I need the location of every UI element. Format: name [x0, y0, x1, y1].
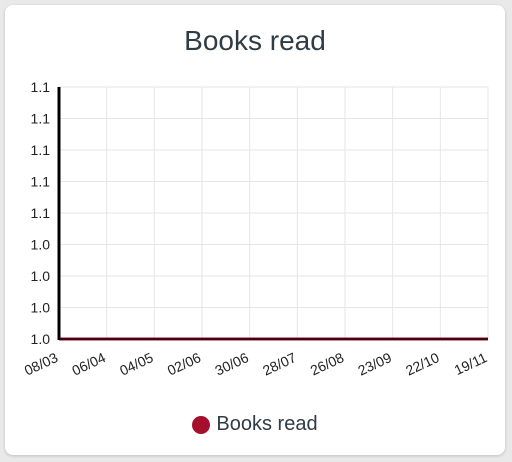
grid	[58, 86, 489, 340]
x-tick-label: 02/06	[165, 349, 204, 378]
x-tick-label: 19/11	[452, 349, 490, 378]
y-tick-labels: 1.0 1.0 1.0 1.0 1.1 1.1 1.1 1.1 1.1	[31, 79, 51, 347]
x-tick-label: 23/09	[355, 349, 394, 378]
y-tick-label: 1.0	[31, 237, 51, 253]
legend-swatch	[192, 415, 211, 434]
legend-label: Books read	[216, 413, 318, 435]
axes	[57, 87, 488, 340]
x-tick-label: 30/06	[212, 349, 251, 378]
chart-plot: 1.0 1.0 1.0 1.0 1.1 1.1 1.1 1.1 1.1 08/03 06/04 04…	[22, 79, 490, 379]
y-tick-label: 1.1	[31, 142, 51, 158]
chart-title: Books read	[184, 25, 326, 56]
x-tick-labels: 08/03 06/04 04/05 02/06 30/06 28/07 26/08 23/09…	[22, 349, 490, 378]
y-tick-label: 1.0	[31, 300, 51, 316]
x-tick-label: 22/10	[403, 349, 442, 378]
y-tick-label: 1.1	[31, 111, 51, 127]
x-tick-label: 08/03	[22, 349, 61, 378]
x-tick-label: 26/08	[308, 349, 347, 378]
x-tick-label: 06/04	[69, 349, 108, 378]
y-tick-label: 1.1	[31, 205, 51, 221]
x-tick-label: 04/05	[117, 349, 156, 378]
y-tick-label: 1.0	[31, 268, 51, 284]
legend[interactable]: Books read	[5, 413, 505, 436]
y-tick-label: 1.1	[31, 79, 51, 95]
x-tick-label: 28/07	[260, 349, 299, 378]
y-tick-label: 1.0	[31, 331, 51, 347]
chart-card: Books read 1.0 1.0 1.0 1.0 1.1 1.1 1.1 1.1 1.1 0…	[5, 5, 505, 455]
y-tick-label: 1.1	[31, 174, 51, 190]
